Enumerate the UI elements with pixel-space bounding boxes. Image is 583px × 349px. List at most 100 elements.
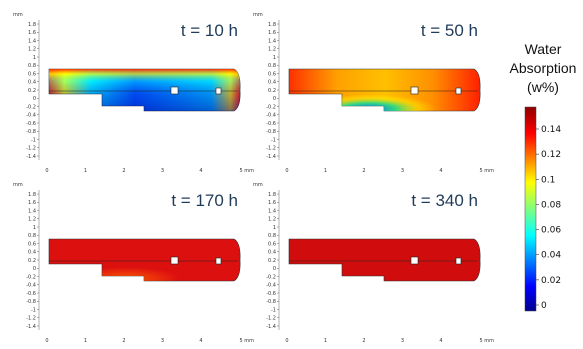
y-tick-label: 1.2: [268, 47, 276, 53]
colorbar-tick-label: 0.04: [541, 251, 561, 261]
y-tick-label: 0.2: [28, 258, 36, 264]
colorbar-title-line-3: (w%): [527, 79, 559, 95]
y-tick-label: -1.4: [266, 324, 276, 330]
colorbar-tick-label: 0.12: [541, 150, 561, 160]
y-tick-label: -0.6: [26, 291, 36, 297]
time-label: t = 170 h: [171, 191, 238, 210]
y-tick-label: -0.8: [26, 129, 36, 135]
y-tick-label: -0.8: [266, 129, 276, 135]
specimen-cross-section: [48, 238, 241, 282]
y-tick-label: -0.4: [266, 283, 276, 289]
y-tick-label: 0: [273, 96, 276, 102]
y-tick-label: -0.4: [266, 113, 276, 119]
y-tick-label: -0.6: [266, 121, 276, 127]
x-tick-label: 1: [84, 168, 87, 174]
y-tick-label: 1: [273, 225, 276, 231]
y-tick-label: -1.4: [26, 154, 36, 160]
x-tick-label: 5 mm: [480, 168, 495, 174]
y-tick-label: 0: [33, 266, 36, 272]
y-tick-label: 0.8: [268, 233, 276, 239]
insert-square: [410, 256, 419, 265]
y-tick-label: 1.8: [268, 22, 276, 28]
y-tick-label: 1.8: [28, 192, 36, 198]
x-tick-label: 1: [324, 168, 327, 174]
x-tick-label: 2: [362, 168, 365, 174]
y-tick-label: 0.4: [268, 80, 276, 86]
y-tick-label: 1: [273, 55, 276, 61]
colorbar-tick-label: 0.02: [541, 276, 561, 286]
y-tick-label: 1.2: [28, 47, 36, 53]
x-tick-label: 4: [199, 168, 202, 174]
insert-square: [215, 257, 222, 265]
y-tick-label: 0.8: [28, 63, 36, 69]
insert-square: [215, 87, 222, 95]
y-tick-label: -1: [31, 307, 36, 313]
colorbar-gradient: [524, 106, 537, 312]
colorbar-title-line-2: Absorption: [510, 60, 577, 76]
insert-square: [170, 86, 179, 95]
y-tick-label: 1.6: [268, 200, 276, 206]
y-tick-label: -1.2: [26, 146, 36, 152]
y-tick-label: 0.8: [28, 233, 36, 239]
y-tick-label: -0.4: [26, 113, 36, 119]
x-tick-label: 3: [161, 168, 164, 174]
colorbar: Water Absorption (w%) 0.14 0.12 0.1 0.08 0.0…: [510, 41, 577, 312]
specimen-field-overlay: [49, 239, 241, 281]
x-tick-label: 5 mm: [480, 338, 495, 344]
y-tick-label: 0.2: [28, 88, 36, 94]
y-tick-label: -0.6: [26, 121, 36, 127]
x-tick-label: 0: [45, 338, 48, 344]
y-tick-label: -1.2: [26, 316, 36, 322]
y-tick-label: -0.2: [26, 104, 36, 110]
y-tick-label: 0: [33, 96, 36, 102]
axis-unit-label: mm: [253, 182, 263, 188]
simulation-panel: mm 1.8 1.6 1.4 1.2 1 0.8 0.6 0.4 0.2 0 -0.2 -0.4 -0.6…: [253, 12, 494, 174]
specimen-cross-section: [288, 238, 481, 282]
axis-unit-label: mm: [13, 182, 23, 188]
y-tick-label: 0.4: [28, 80, 36, 86]
y-tick-label: 1.6: [268, 30, 276, 36]
y-tick-label: 0.4: [268, 250, 276, 256]
y-tick-label: -0.8: [26, 299, 36, 305]
x-tick-label: 3: [401, 168, 404, 174]
y-tick-label: 1: [33, 225, 36, 231]
insert-square: [455, 257, 462, 265]
y-tick-label: 0.4: [28, 250, 36, 256]
insert-square: [410, 86, 419, 95]
time-label: t = 340 h: [411, 191, 478, 210]
y-tick-label: 1.4: [28, 38, 36, 44]
time-label: t = 50 h: [421, 21, 478, 40]
y-tick-label: 0.2: [268, 258, 276, 264]
y-tick-label: 0.6: [268, 241, 276, 247]
x-tick-label: 1: [84, 338, 87, 344]
y-tick-label: 1.8: [28, 22, 36, 28]
x-tick-label: 1: [324, 338, 327, 344]
insert-square: [455, 87, 462, 95]
specimen-cross-section: [288, 68, 481, 112]
y-tick-label: 0: [273, 266, 276, 272]
x-tick-label: 2: [362, 338, 365, 344]
y-tick-label: 0.6: [28, 71, 36, 77]
colorbar-tick-label: 0.06: [541, 226, 561, 236]
y-tick-label: -0.2: [266, 274, 276, 280]
y-tick-label: 1.8: [268, 192, 276, 198]
x-tick-label: 0: [45, 168, 48, 174]
x-tick-label: 4: [439, 168, 442, 174]
specimen-field: [288, 238, 481, 282]
y-tick-label: -1: [31, 137, 36, 143]
x-tick-label: 5 mm: [240, 168, 255, 174]
y-tick-label: 1.2: [268, 217, 276, 223]
y-tick-label: 1: [33, 55, 36, 61]
y-tick-label: -0.2: [26, 274, 36, 280]
colorbar-tick-label: 0.14: [541, 125, 561, 135]
x-tick-label: 4: [439, 338, 442, 344]
y-tick-label: -1.2: [266, 146, 276, 152]
x-tick-label: 3: [401, 338, 404, 344]
colorbar-title-line-1: Water: [525, 41, 562, 57]
y-tick-label: 1.2: [28, 217, 36, 223]
x-tick-label: 3: [161, 338, 164, 344]
y-tick-label: 0.8: [268, 63, 276, 69]
axis-unit-label: mm: [13, 12, 23, 18]
x-tick-label: 0: [285, 168, 288, 174]
